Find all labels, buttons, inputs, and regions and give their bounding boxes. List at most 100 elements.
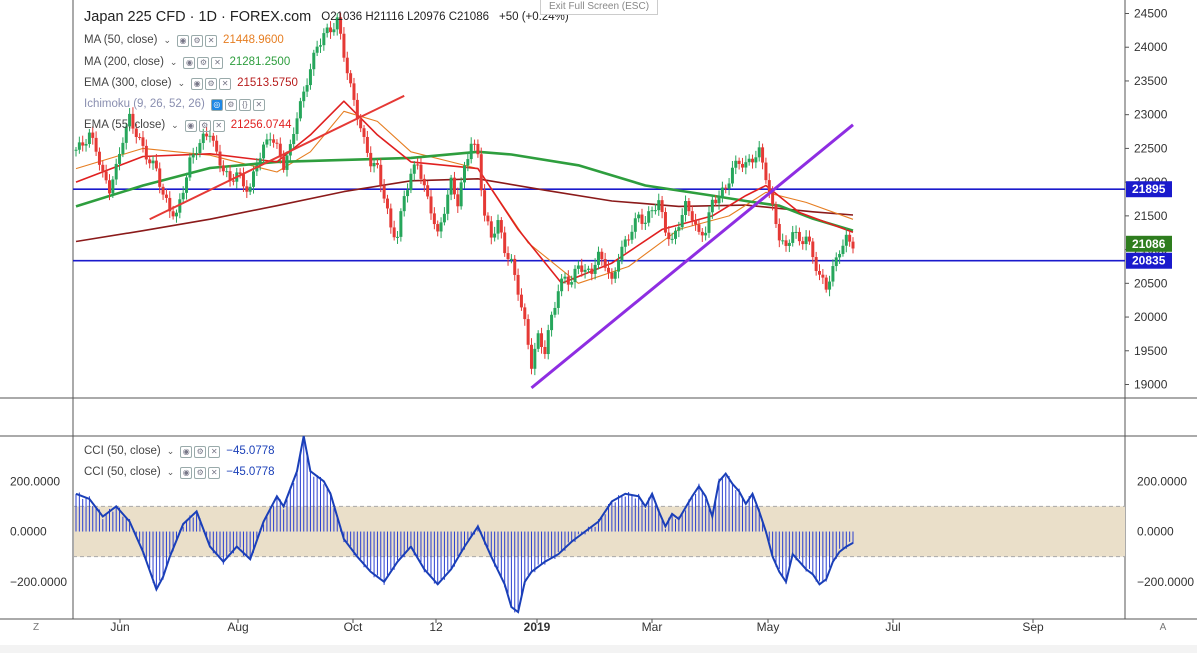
candle-body — [385, 198, 389, 209]
candle-body — [550, 314, 554, 331]
candle-body — [824, 277, 828, 290]
chevron-down-icon[interactable]: ⌄ — [169, 57, 178, 67]
legend-ema300[interactable]: EMA (300, close) ⌄ ◉ ⚙ ✕ 21513.5750 — [84, 77, 298, 90]
candle-body — [218, 151, 222, 166]
candle-body — [168, 197, 172, 212]
cci-tick-label-right: 200.0000 — [1137, 474, 1187, 488]
legend-cci-1[interactable]: CCI (50, close) ⌄ ◉ ⚙ ✕ −45.0778 — [84, 445, 275, 458]
candle-body — [439, 222, 443, 232]
chevron-down-icon[interactable]: ⌄ — [177, 78, 186, 88]
legend-controls[interactable]: ◉ ⚙ ✕ — [177, 34, 218, 47]
candle-body — [506, 253, 510, 260]
candle-body — [600, 251, 604, 260]
candle-body — [680, 215, 684, 228]
candle-body — [700, 231, 704, 236]
candle-body — [389, 208, 393, 228]
symbol-title[interactable]: Japan 225 CFD · 1D · FOREX.com — [84, 9, 312, 25]
candle-body — [188, 157, 192, 178]
eye-icon: ◉ — [184, 119, 197, 132]
eye-icon: ◉ — [180, 466, 193, 479]
candle-body — [312, 52, 316, 70]
candle-body — [533, 348, 537, 369]
candle-body — [828, 281, 832, 290]
chevron-down-icon[interactable]: ⌄ — [166, 446, 175, 456]
legend-controls[interactable]: ◉ ⚙ ✕ — [191, 77, 232, 90]
candle-body — [436, 224, 440, 232]
legend-controls[interactable]: ◉ ⚙ ✕ — [184, 119, 225, 132]
candle-body — [402, 196, 406, 212]
chevron-down-icon[interactable]: ⌄ — [166, 467, 175, 477]
candle-body — [365, 136, 369, 153]
cci-tick-label-left: −200.0000 — [10, 575, 67, 589]
candle-body — [787, 242, 791, 246]
candle-body — [687, 201, 691, 212]
candle-body — [335, 17, 339, 30]
candle-body — [298, 101, 302, 119]
candle-body — [339, 17, 343, 34]
candle-body — [536, 333, 540, 349]
ohlc-readout: O21036 H21116 L20976 C21086 — [321, 11, 489, 23]
candle-body — [191, 154, 195, 158]
candle-body — [848, 234, 852, 242]
candle-body — [124, 126, 128, 143]
gear-icon: ⚙ — [224, 98, 237, 111]
candle-body — [463, 165, 466, 183]
candle-body — [489, 221, 493, 238]
candle-body — [77, 142, 81, 150]
candle-body — [292, 133, 296, 145]
candle-body — [245, 186, 249, 192]
candle-body — [807, 236, 811, 242]
candle-body — [771, 192, 775, 205]
candle-body — [590, 268, 594, 274]
candle-body — [663, 212, 667, 233]
candle-body — [483, 190, 487, 216]
candle-body — [814, 257, 818, 271]
candle-body — [617, 260, 621, 272]
x-tick-label: Oct — [344, 620, 363, 634]
chevron-down-icon[interactable]: ⌄ — [171, 120, 179, 130]
candle-body — [714, 199, 718, 204]
legend-controls[interactable]: ◉ ⚙ ✕ — [183, 56, 224, 69]
candle-body — [195, 153, 199, 155]
candle-body — [764, 162, 768, 181]
candle-body — [379, 164, 383, 186]
candle-body — [734, 160, 738, 168]
x-tick-label: Aug — [227, 620, 248, 634]
cci-tick-label-left: 200.0000 — [10, 474, 60, 488]
auto-scale-toggle[interactable]: A — [1159, 622, 1167, 633]
candle-body — [449, 177, 453, 195]
candle-body — [91, 132, 95, 138]
ma200-line — [75, 150, 854, 232]
legend-controls[interactable]: ◉ ⚙ ✕ — [180, 445, 221, 458]
candle-body — [566, 276, 570, 285]
exit-fullscreen-button[interactable]: Exit Full Screen (ESC) — [540, 0, 659, 15]
candle-body — [308, 69, 312, 86]
candle-body — [493, 233, 497, 238]
candle-body — [459, 182, 463, 207]
candle-body — [834, 257, 838, 267]
legend-ichimoku[interactable]: Ichimoku (9, 26, 52, 26) ◎ ⚙{} ✕ — [84, 97, 265, 112]
candle-body — [114, 163, 118, 180]
log-scale-toggle[interactable]: Z — [32, 622, 40, 633]
candle-body — [740, 163, 744, 168]
legend-controls[interactable]: ◉ ⚙ ✕ — [180, 466, 221, 479]
candle-body — [164, 194, 168, 198]
candle-body — [623, 239, 627, 247]
legend-ma200[interactable]: MA (200, close) ⌄ ◉ ⚙ ✕ 21281.2500 — [84, 56, 291, 69]
candle-body — [774, 204, 778, 225]
candle-body — [677, 227, 681, 231]
candle-body — [258, 158, 262, 165]
candle-body — [707, 212, 711, 233]
legend-ma50[interactable]: MA (50, close) ⌄ ◉ ⚙ ✕ 21448.9600 — [84, 34, 284, 47]
candle-body — [466, 159, 470, 166]
legend-cci-2[interactable]: CCI (50, close) ⌄ ◉ ⚙ ✕ −45.0778 — [84, 466, 275, 479]
legend-controls[interactable]: ◎ ⚙{} ✕ — [210, 98, 265, 111]
legend-ema55[interactable]: EMA (55, close) ⌄ ◉ ⚙ ✕ 21256.0744 — [84, 119, 292, 132]
candle-body — [543, 347, 547, 355]
chevron-down-icon[interactable]: ⌄ — [163, 35, 172, 45]
gear-icon: ⚙ — [194, 445, 207, 458]
candle-body — [315, 46, 319, 53]
candle-body — [586, 268, 590, 270]
candle-body — [627, 239, 631, 241]
